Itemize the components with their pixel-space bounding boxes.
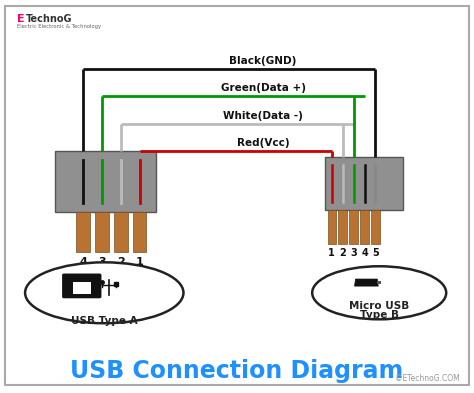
Polygon shape [355,279,378,286]
Bar [95,212,109,252]
Bar [76,212,90,252]
Text: 2: 2 [339,248,346,258]
Bar [114,212,128,252]
Text: ©ETechnoG.COM: ©ETechnoG.COM [395,374,460,383]
Bar [73,282,91,294]
Ellipse shape [312,266,446,319]
Bar [133,212,146,252]
Text: 5: 5 [372,248,379,258]
Text: Red(Vcc): Red(Vcc) [237,138,290,148]
Bar [349,210,358,244]
Bar [325,157,403,210]
Text: Black(GND): Black(GND) [229,56,297,66]
Text: TechnoG: TechnoG [26,14,73,24]
FancyBboxPatch shape [62,274,101,298]
Text: 4: 4 [361,248,368,258]
Ellipse shape [25,263,183,323]
Text: 2: 2 [117,257,125,267]
Text: USB Type A: USB Type A [71,316,137,326]
Bar [338,210,347,244]
Text: Electric Electronic & Technology: Electric Electronic & Technology [17,24,100,29]
FancyBboxPatch shape [5,6,469,385]
Bar [360,210,369,244]
Text: E: E [17,14,24,24]
Text: 3: 3 [98,257,106,267]
Text: White(Data -): White(Data -) [223,111,303,121]
Bar [377,281,381,284]
Bar [371,210,380,244]
Text: 4: 4 [79,257,87,267]
Bar [55,151,156,212]
Text: 3: 3 [350,248,357,258]
Text: 1: 1 [136,257,144,267]
Text: 1: 1 [328,248,335,258]
Bar [328,210,336,244]
Text: USB Connection Diagram: USB Connection Diagram [70,359,404,384]
Text: Type B: Type B [360,310,399,320]
Text: Micro USB: Micro USB [349,301,410,311]
Text: Green(Data +): Green(Data +) [220,83,306,93]
